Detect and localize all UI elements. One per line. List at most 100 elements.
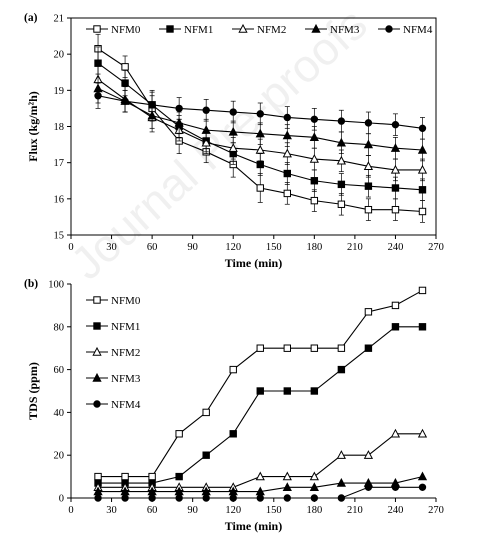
data-point [391,184,400,192]
data-point [391,323,400,331]
y-tick-label: 15 [54,231,65,242]
data-point [148,494,156,502]
y-tick-label: 17 [54,158,65,169]
data-point [283,189,291,198]
data-point [175,494,183,502]
data-point [202,408,210,417]
data-point [202,451,210,459]
data-point [364,205,373,214]
legend-marker [93,296,101,304]
y-tick-label: 100 [48,280,64,291]
x-tick-label: 90 [187,242,198,253]
data-point [256,110,264,118]
data-point [337,180,346,189]
x-tick-label: 270 [428,505,444,516]
y-tick-label: 20 [54,451,65,462]
data-point [418,483,427,491]
x-tick-label: 180 [306,505,322,516]
data-point [418,207,427,216]
x-tick-label: 60 [147,505,158,516]
data-point [364,182,373,190]
data-point [94,472,102,481]
data-point [336,137,346,147]
data-point [174,117,184,127]
data-point [175,104,183,113]
data-point [283,387,291,395]
panel-label: (a) [24,12,38,24]
data-point [283,494,291,502]
data-point [310,387,319,395]
x-tick-label: 0 [68,242,73,253]
data-point [94,92,102,100]
data-point [229,494,237,502]
y-axis-label: Flux (kg/m²h) [26,91,40,162]
x-tick-label: 210 [347,242,363,253]
panel-label: (b) [24,278,38,290]
legend-label: NFM1 [184,24,213,36]
data-point [418,124,427,133]
data-point [255,144,265,154]
data-point [283,169,291,178]
legend-label: NFM4 [111,399,141,411]
data-point [337,494,346,502]
data-point [363,161,374,170]
y-tick-label: 20 [54,50,65,61]
legend-marker [385,25,393,33]
x-axis-label: Time (min) [225,519,282,533]
data-point [175,430,183,438]
data-point [418,186,427,194]
data-point [310,494,319,502]
legend: NFM0 NFM1 NFM2 NFM3 NFM4 [86,295,141,411]
x-tick-label: 270 [428,242,444,253]
legend-marker [93,322,101,330]
data-point [94,494,102,502]
data-point [229,430,237,438]
x-tick-label: 30 [106,505,117,516]
x-tick-label: 240 [388,242,404,253]
legend-label: NFM0 [111,295,141,307]
series-nfm4 [94,483,427,502]
data-point [256,344,264,352]
data-point [337,365,346,374]
legend-label: NFM4 [403,24,433,36]
data-point [309,471,319,481]
plot-frame [70,17,437,236]
data-point [256,160,264,169]
data-point [121,97,129,105]
legend-label: NFM2 [257,24,286,36]
data-point [391,205,400,214]
data-point [391,301,400,310]
y-tick-label: 21 [54,14,65,25]
y-tick-label: 60 [54,365,65,376]
x-axis-label: Time (min) [225,256,282,270]
data-point [310,196,319,205]
legend-marker [93,400,101,408]
data-point [391,483,400,491]
data-point [309,482,319,491]
legend-label: NFM2 [111,347,140,359]
y-axis-label: TDS (ppm) [26,362,40,420]
y-tick-label: 40 [54,408,65,419]
legend-marker [311,23,321,33]
data-point [282,482,292,491]
data-point [282,148,292,158]
data-point [337,344,346,352]
x-tick-label: 180 [306,242,322,253]
legend-marker [238,23,248,33]
data-point [255,471,265,481]
data-point [336,155,346,165]
data-point [282,471,292,481]
data-point [364,483,373,491]
data-point [309,153,319,163]
data-point [283,344,291,352]
legend-marker [92,372,102,382]
y-tick-label: 18 [54,122,65,133]
data-point [201,137,211,147]
chart-panel-1: 0 30 60 90 120 150 180 210 240 270 15 16 17 18 19 20 21 T… [24,12,444,270]
data-point [309,132,319,142]
x-tick-label: 150 [266,242,282,253]
data-point [364,308,373,316]
data-point [363,139,374,149]
data-point [390,428,401,438]
data-point [202,494,210,502]
